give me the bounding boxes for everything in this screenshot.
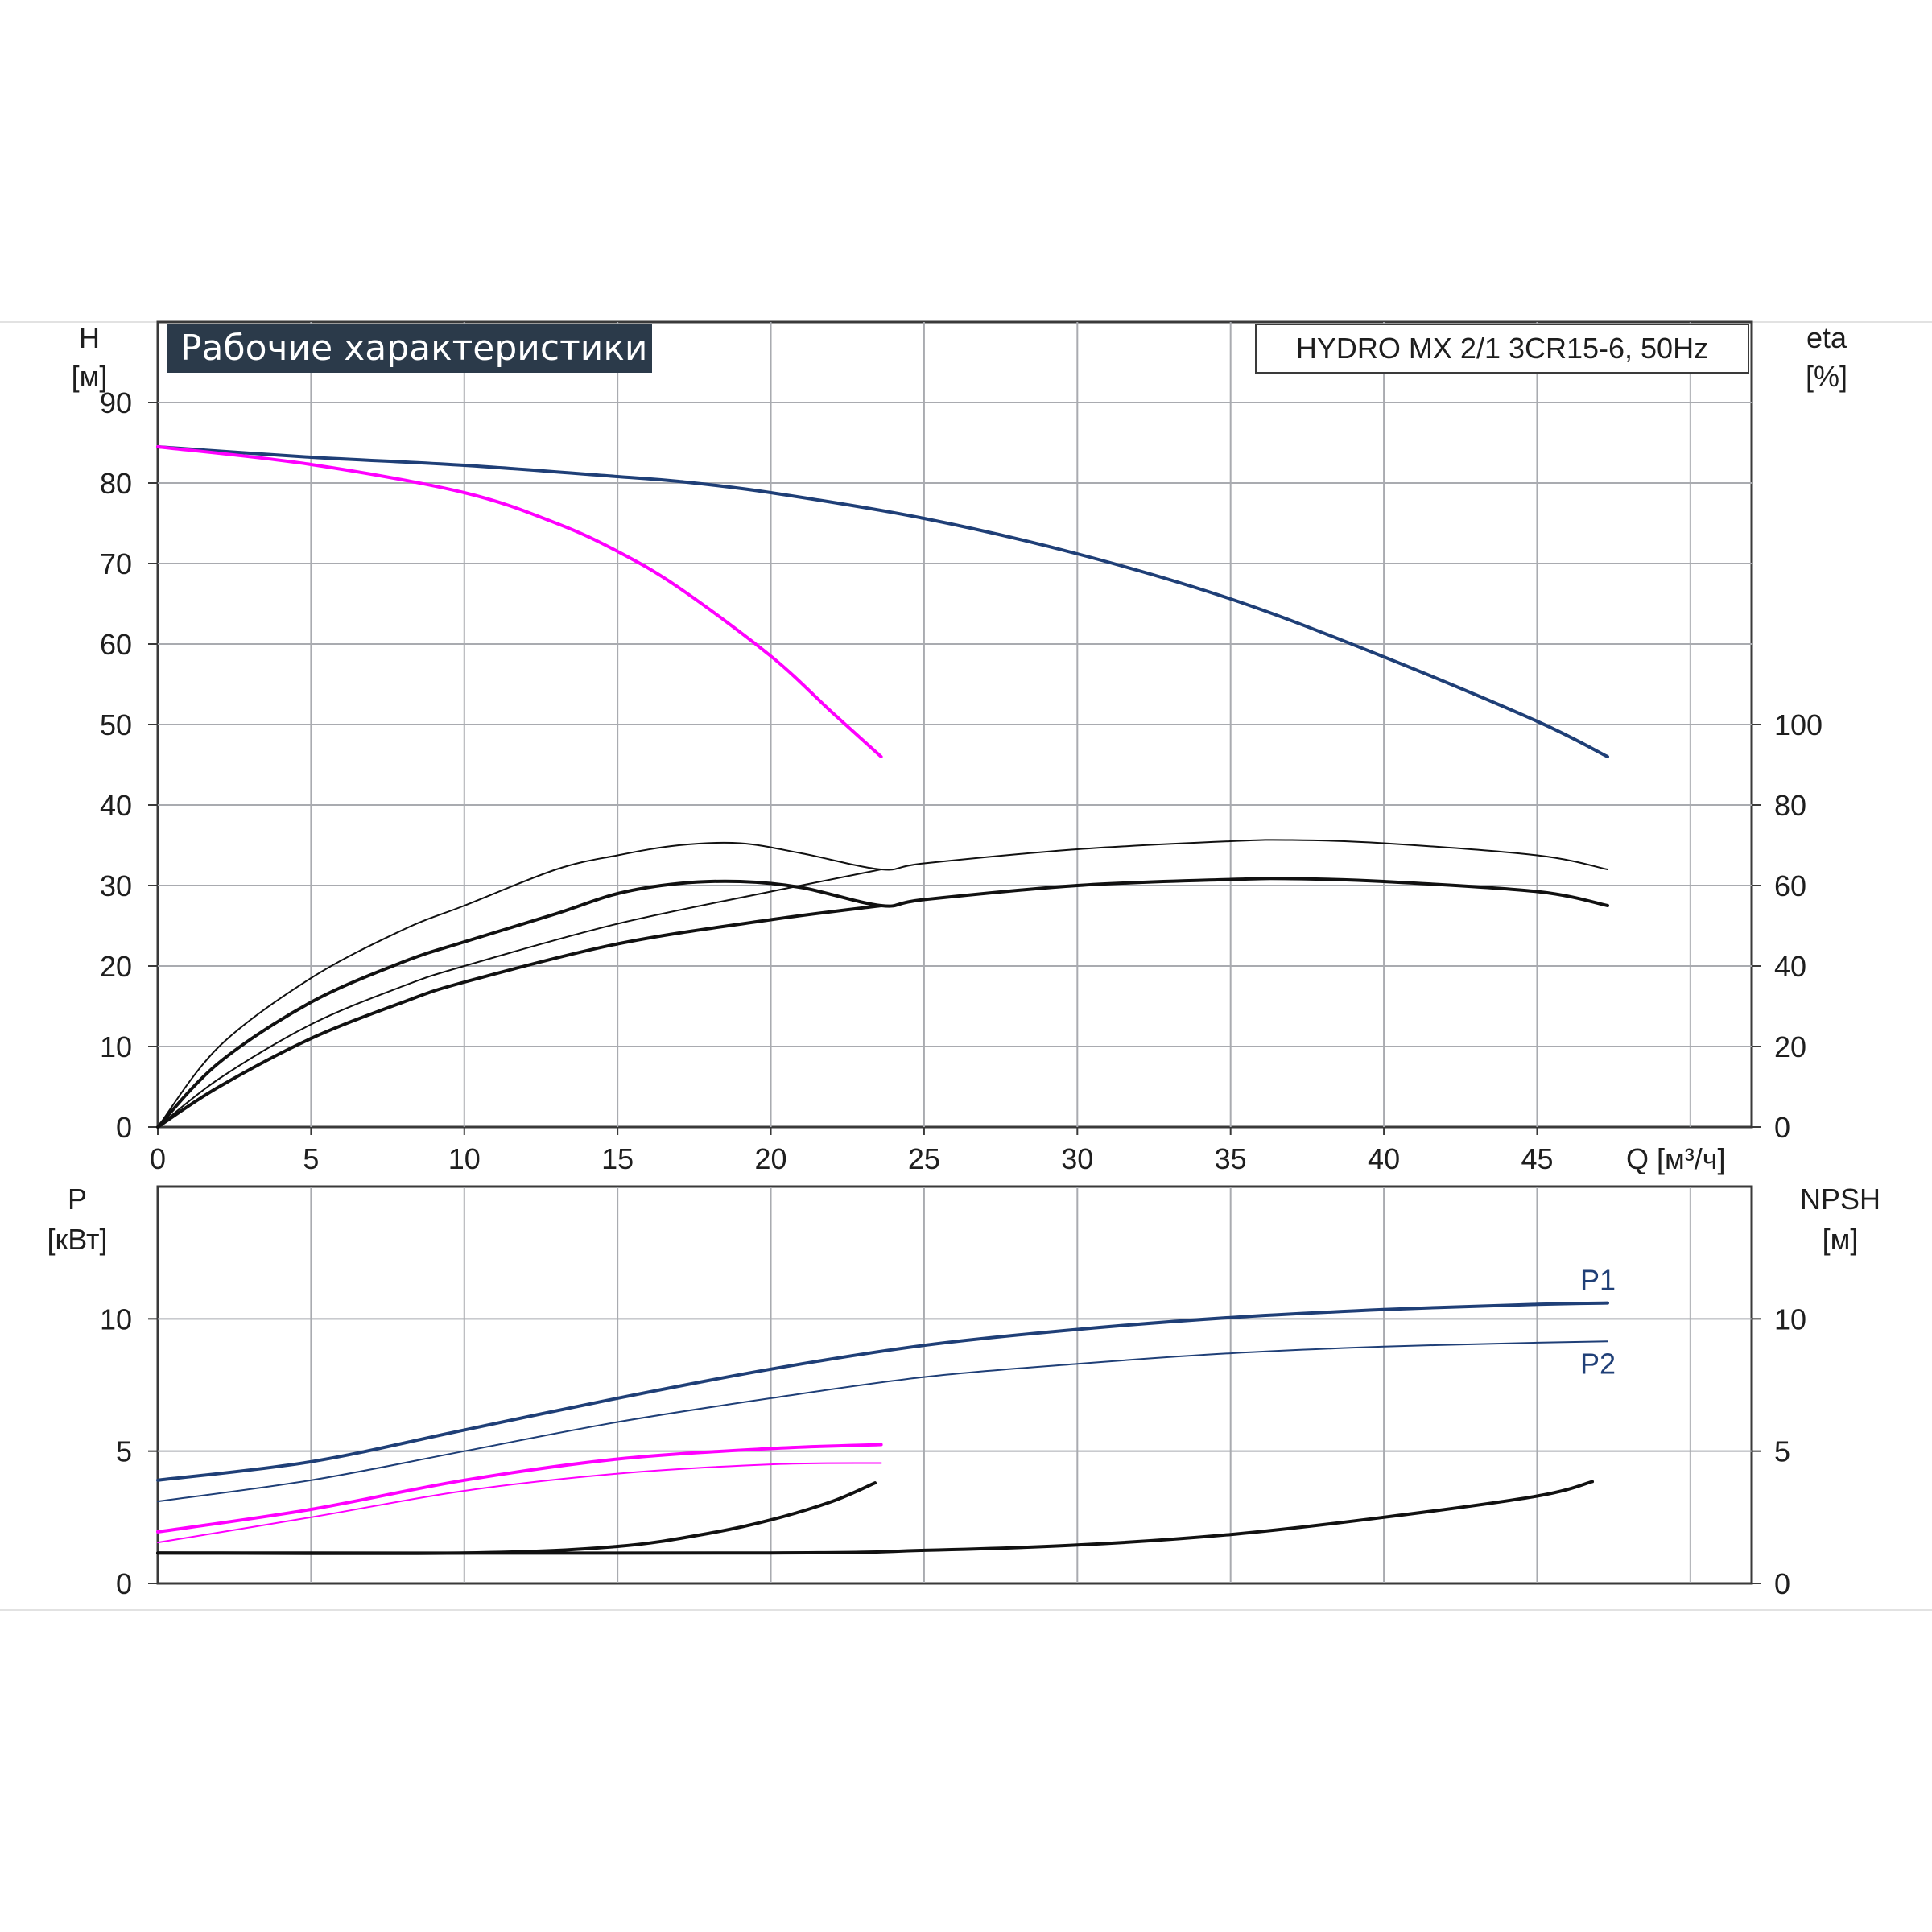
power-axis-unit: [кВт] — [47, 1223, 107, 1256]
head-curve-6 — [156, 904, 883, 1129]
head-x-ticks: 0 5 10 15 20 25 30 35 40 45 — [150, 1127, 1553, 1175]
x-tick-label: 35 — [1215, 1142, 1247, 1175]
eta-axis-title: eta — [1806, 321, 1847, 354]
series-label-p2: P2 — [1580, 1347, 1616, 1380]
npsh-tick-label: 5 — [1774, 1435, 1790, 1468]
head-tick-label: 80 — [100, 467, 132, 500]
flow-axis-title: Q [м³/ч] — [1626, 1142, 1726, 1175]
head-curve-2 — [156, 445, 883, 758]
npsh-y-ticks: 0 5 10 — [1752, 1302, 1806, 1600]
head-curve-3 — [157, 839, 1608, 1128]
x-tick-label: 20 — [755, 1142, 787, 1175]
chart-title-box — [167, 324, 652, 373]
chart-title: Рабочие характеристики — [180, 328, 648, 369]
npsh-tick-label: 10 — [1774, 1302, 1806, 1335]
npsh-axis-title: NPSH — [1800, 1183, 1880, 1216]
power-series-labels: P1 P2 — [1580, 1264, 1616, 1381]
eta-axis-unit: [%] — [1806, 360, 1847, 393]
power-curve-p1 — [156, 1301, 1609, 1482]
head-tick-label: 90 — [100, 386, 132, 419]
head-axis-unit: [м] — [72, 360, 108, 393]
eta-tick-label: 40 — [1774, 950, 1806, 983]
head-curve-5 — [157, 869, 882, 1128]
head-grid — [158, 322, 1752, 1127]
eta-tick-label: 100 — [1774, 708, 1823, 741]
head-curves — [156, 445, 1609, 1129]
head-tick-label: 40 — [100, 789, 132, 822]
eta-tick-label: 80 — [1774, 789, 1806, 822]
power-curve-3 — [156, 1443, 883, 1534]
head-efficiency-panel: 0 5 10 15 20 25 30 35 40 45 0 10 20 30 40 50 60 70 80 90 0… — [72, 320, 1847, 1175]
x-tick-label: 30 — [1061, 1142, 1093, 1175]
power-curves — [156, 1301, 1609, 1555]
head-y-ticks: 0 10 20 30 40 50 60 70 80 90 — [100, 386, 158, 1144]
power-axis-title: P — [68, 1183, 87, 1216]
eta-tick-label: 0 — [1774, 1111, 1790, 1144]
power-grid — [158, 1187, 1752, 1583]
x-tick-label: 0 — [150, 1142, 166, 1175]
power-curve-4 — [157, 1462, 882, 1544]
series-label-p1: P1 — [1580, 1264, 1616, 1297]
head-tick-label: 10 — [100, 1030, 132, 1063]
x-tick-label: 15 — [601, 1142, 634, 1175]
head-curve-4 — [156, 877, 1609, 1129]
head-tick-label: 20 — [100, 950, 132, 983]
power-tick-label: 10 — [100, 1302, 132, 1335]
power-tick-label: 5 — [116, 1435, 132, 1468]
x-tick-label: 45 — [1521, 1142, 1553, 1175]
head-tick-label: 0 — [116, 1111, 132, 1144]
x-tick-label: 5 — [303, 1142, 319, 1175]
eta-y-ticks: 0 20 40 60 80 100 — [1752, 708, 1823, 1144]
head-curve-1 — [156, 445, 1609, 758]
eta-tick-label: 60 — [1774, 869, 1806, 902]
model-label: HYDRO MX 2/1 3CR15-6, 50Hz — [1296, 332, 1708, 365]
eta-tick-label: 20 — [1774, 1030, 1806, 1063]
x-tick-label: 25 — [908, 1142, 940, 1175]
x-tick-label: 40 — [1368, 1142, 1400, 1175]
power-curve-p2 — [157, 1340, 1608, 1503]
model-label-box — [1255, 324, 1749, 374]
head-tick-label: 50 — [100, 708, 132, 741]
power-curve-6 — [156, 1480, 1594, 1555]
power-tick-label: 0 — [116, 1567, 132, 1600]
head-tick-label: 60 — [100, 628, 132, 661]
head-tick-label: 30 — [100, 869, 132, 902]
npsh-tick-label: 0 — [1774, 1567, 1790, 1600]
power-y-ticks: 0 5 10 — [100, 1302, 158, 1600]
head-tick-label: 70 — [100, 547, 132, 580]
head-axis-title: H — [79, 321, 100, 354]
power-plot-area — [156, 1185, 1753, 1585]
npsh-axis-unit: [м] — [1823, 1223, 1859, 1256]
power-npsh-panel: 0 5 10 0 5 10 P1 P2 P [кВт] NPSH [м] — [47, 1183, 1880, 1600]
x-tick-label: 10 — [448, 1142, 481, 1175]
